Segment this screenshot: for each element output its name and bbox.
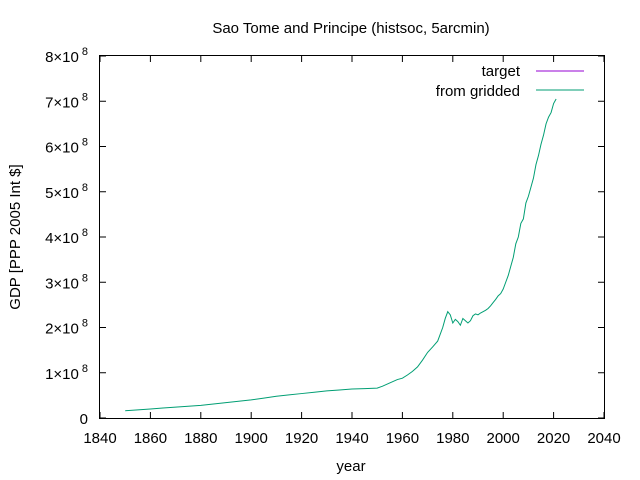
y-tick-label: 4×10 8	[45, 227, 88, 247]
y-axis-ticks: 01×10 82×10 83×10 84×10 85×10 86×10 87×10 88×10…	[45, 46, 604, 428]
y-tick-exponent: 8	[82, 272, 88, 284]
y-tick-exponent: 8	[82, 91, 88, 103]
y-tick-exponent: 8	[82, 227, 88, 239]
y-tick-mantissa: 2×10	[45, 321, 79, 338]
x-tick-label: 2000	[487, 430, 520, 447]
series-line-from-gridded	[125, 98, 557, 412]
y-tick-label: 7×10 8	[45, 91, 88, 111]
x-tick-label: 1920	[285, 430, 318, 447]
y-tick-exponent: 8	[82, 182, 88, 194]
x-tick-label: 1880	[184, 430, 217, 447]
y-axis-label: GDP [PPP 2005 Int $]	[7, 164, 24, 309]
x-tick-label: 2040	[587, 430, 620, 447]
y-tick-mantissa: 1×10	[45, 366, 79, 383]
y-tick-mantissa: 7×10	[45, 94, 79, 111]
x-axis-ticks: 1840 1860 1880 1900 1920 1940 1960 1980 2000 2020…	[83, 56, 621, 447]
y-tick-mantissa: 8×10	[45, 49, 79, 66]
y-tick-exponent: 8	[82, 363, 88, 375]
x-tick-label: 1860	[134, 430, 167, 447]
y-tick-label: 0	[80, 411, 88, 428]
y-tick-mantissa: 4×10	[45, 230, 79, 247]
chart-title: Sao Tome and Principe (histsoc, 5arcmin)	[212, 20, 489, 37]
x-tick-label: 1940	[335, 430, 368, 447]
x-tick-label: 2020	[537, 430, 570, 447]
legend-label-from-gridded: from gridded	[436, 83, 520, 100]
x-tick-label: 1840	[83, 430, 116, 447]
y-tick-mantissa: 3×10	[45, 275, 79, 292]
plot-area-border	[99, 55, 605, 419]
y-tick-label: 3×10 8	[45, 272, 88, 292]
x-axis-label: year	[336, 458, 365, 475]
y-tick-label: 2×10 8	[45, 318, 88, 338]
y-tick-exponent: 8	[82, 318, 88, 330]
x-tick-label: 1980	[436, 430, 469, 447]
y-tick-mantissa: 6×10	[45, 140, 79, 157]
y-tick-exponent: 8	[82, 137, 88, 149]
y-tick-label: 6×10 8	[45, 137, 88, 157]
legend-label-target: target	[482, 63, 521, 80]
y-tick-mantissa: 5×10	[45, 185, 79, 202]
y-tick-exponent: 8	[82, 46, 88, 58]
x-tick-label: 1960	[386, 430, 419, 447]
legend: target from gridded	[436, 63, 584, 100]
y-tick-label: 5×10 8	[45, 182, 88, 202]
y-tick-label: 1×10 8	[45, 363, 88, 383]
y-tick-label: 8×10 8	[45, 46, 88, 66]
series-layer	[125, 98, 557, 412]
x-tick-label: 1900	[235, 430, 268, 447]
y-tick-mantissa: 0	[80, 411, 88, 428]
